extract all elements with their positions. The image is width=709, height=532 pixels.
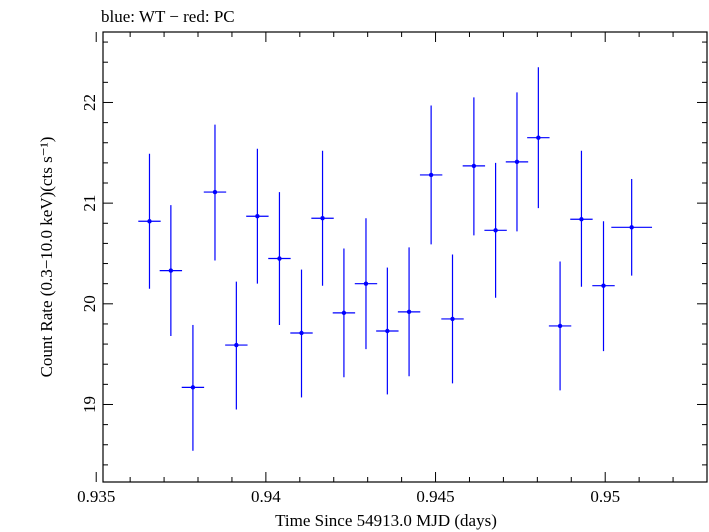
data-point [570,150,593,287]
point-marker [255,214,260,219]
y-tick-label: 20 [80,295,99,312]
data-point [290,269,313,398]
point-marker [341,310,347,316]
y-tick-label: 21 [80,195,99,212]
y-axis-ticks: 19 20 21 22 [80,41,707,466]
point-marker [557,323,563,329]
data-point [246,148,269,284]
data-point [332,248,356,378]
point-marker [471,163,477,169]
x-tick-label: 0.94 [251,487,281,506]
point-marker [363,281,369,286]
x-tick-label: 0.945 [416,487,454,506]
point-marker [514,159,520,165]
point-marker [450,316,455,322]
x-tick-label: 0.935 [77,487,115,506]
point-marker [579,217,584,222]
y-tick-label: 22 [80,94,99,111]
plot-frame [102,31,708,483]
y-tick-label: 19 [80,396,99,413]
data-point [548,261,572,391]
data-point [419,105,443,245]
data-point [268,192,291,325]
point-marker [299,330,304,336]
data-point [462,97,486,236]
point-marker [601,283,606,288]
data-point [181,324,205,451]
point-marker [147,219,152,224]
data-point [441,254,464,384]
point-marker [190,385,196,390]
x-tick-label: 0.95 [590,487,620,506]
point-marker [168,268,174,273]
data-point [203,124,227,261]
point-marker [320,216,325,221]
data-point [311,150,334,286]
data-point [505,92,529,232]
data-point [354,218,378,350]
data-point [376,267,399,395]
data-point [527,67,550,209]
data-point [225,281,248,410]
data-point [138,153,161,289]
data-point [397,247,421,377]
data-point [159,205,183,337]
data-series [138,67,653,451]
data-point [592,221,615,352]
point-marker [493,228,498,233]
y-axis-label: Count Rate (0.3−10.0 keV)(cts s⁻¹) [37,137,56,378]
point-marker [277,256,282,261]
point-marker [234,342,239,348]
data-point [484,162,507,298]
point-marker [212,189,218,195]
x-axis-ticks: 0.935 0.94 0.945 0.95 [77,32,674,506]
point-marker [536,135,541,140]
point-marker [385,328,390,334]
point-marker [428,172,434,178]
data-point [611,178,653,276]
x-axis-label: Time Since 54913.0 MJD (days) [275,511,497,530]
point-marker [406,309,412,315]
point-marker [629,225,634,230]
chart-title: blue: WT − red: PC [101,7,235,26]
